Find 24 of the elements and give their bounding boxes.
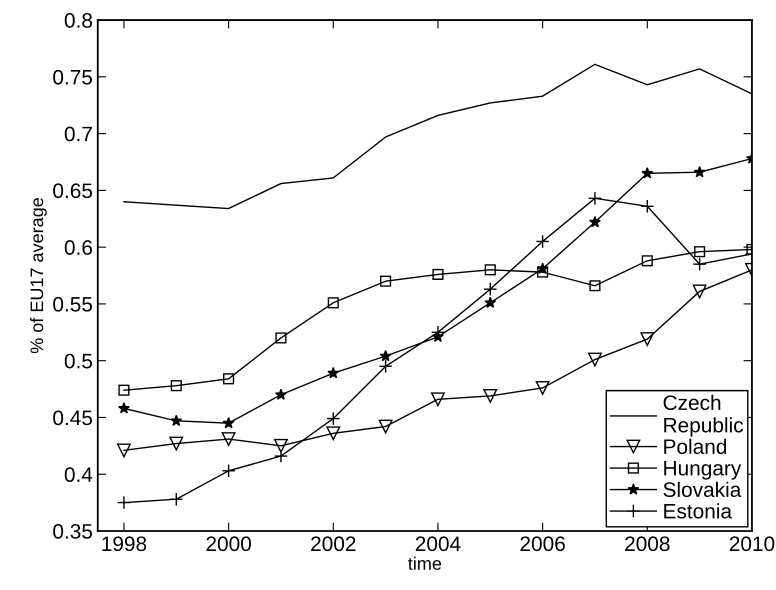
y-tick-label: 0.8 bbox=[64, 13, 92, 28]
legend-label: Hungary bbox=[664, 461, 742, 480]
y-tick-label: 0.35 bbox=[53, 524, 92, 539]
y-tick-label: 0.4 bbox=[64, 467, 92, 482]
x-tick-label: 2004 bbox=[416, 536, 461, 552]
x-tick-label: 2008 bbox=[625, 536, 670, 552]
y-tick-label: 0.65 bbox=[53, 183, 92, 198]
x-tick-label: 2002 bbox=[311, 536, 356, 552]
y-tick-label: 0.6 bbox=[64, 240, 92, 255]
y-tick-label: 0.45 bbox=[53, 410, 92, 426]
y-tick-label: 0.7 bbox=[64, 126, 92, 142]
x-tick-label: 1998 bbox=[102, 536, 146, 552]
legend-label: Czech Republic bbox=[664, 394, 744, 437]
x-tick-label: 2006 bbox=[520, 536, 565, 552]
y-tick-label: 0.75 bbox=[53, 70, 92, 85]
x-tick-label: 2010 bbox=[730, 536, 774, 552]
legend-label: Slovakia bbox=[663, 482, 742, 498]
legend-label: Estonia bbox=[664, 503, 732, 519]
legend-label: Poland bbox=[664, 438, 726, 454]
y-tick-label: 0.55 bbox=[53, 296, 92, 312]
y-tick-label: 0.5 bbox=[64, 354, 92, 368]
x-tick-label: 2000 bbox=[206, 536, 251, 552]
y-axis-title: % of EU17 average bbox=[30, 198, 47, 354]
x-axis-title: time bbox=[408, 556, 442, 570]
